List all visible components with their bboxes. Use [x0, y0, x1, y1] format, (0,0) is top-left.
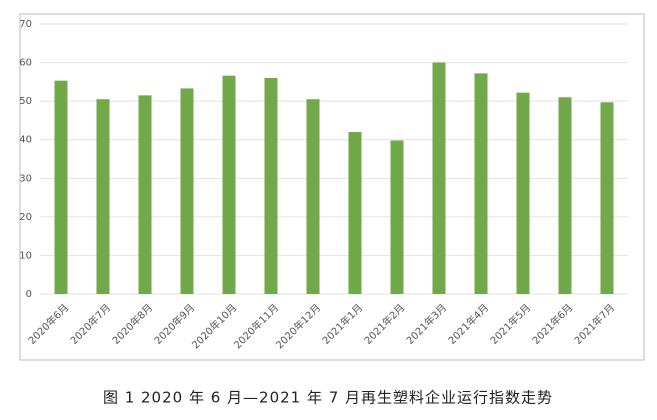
- x-tick-label: 2021年4月: [445, 301, 491, 347]
- x-tick-label: 2020年8月: [109, 301, 155, 347]
- y-tick-label: 20: [19, 212, 32, 223]
- bar: [474, 73, 488, 294]
- x-tick-label: 2020年7月: [67, 301, 113, 347]
- x-tick-label: 2021年3月: [403, 301, 449, 347]
- bar: [390, 140, 404, 294]
- y-tick-label: 30: [19, 173, 32, 184]
- bar: [516, 92, 530, 295]
- bar: [600, 102, 614, 294]
- y-tick-label: 50: [19, 96, 32, 107]
- x-tick-label: 2021年2月: [361, 301, 407, 347]
- x-tick-label: 2021年7月: [571, 301, 617, 347]
- y-tick-label: 70: [19, 19, 32, 30]
- chart-title: 图 1 2020 年 6 月—2021 年 7 月再生塑料企业运行指数走势: [103, 389, 553, 407]
- x-tick-label: 2021年5月: [487, 301, 533, 347]
- bar: [96, 99, 110, 294]
- x-tick-label: 2020年9月: [151, 301, 197, 347]
- y-tick-label: 40: [19, 135, 32, 146]
- y-tick-label: 10: [19, 250, 32, 261]
- bar: [180, 88, 194, 295]
- bar: [348, 132, 362, 294]
- x-tick-label: 2021年6月: [529, 301, 575, 347]
- x-tick-label: 2020年12月: [273, 301, 323, 351]
- bar: [138, 95, 152, 294]
- bar: [558, 97, 572, 295]
- y-tick-label: 0: [26, 289, 32, 300]
- bar: [54, 80, 68, 294]
- x-tick-label: 2020年6月: [25, 301, 71, 347]
- chart-frame: [19, 13, 645, 361]
- bar: [264, 78, 278, 294]
- bar: [222, 75, 236, 294]
- y-tick-label: 60: [19, 58, 32, 69]
- x-tick-label: 2021年1月: [319, 301, 365, 347]
- bar: [432, 62, 446, 295]
- bar: [306, 99, 320, 294]
